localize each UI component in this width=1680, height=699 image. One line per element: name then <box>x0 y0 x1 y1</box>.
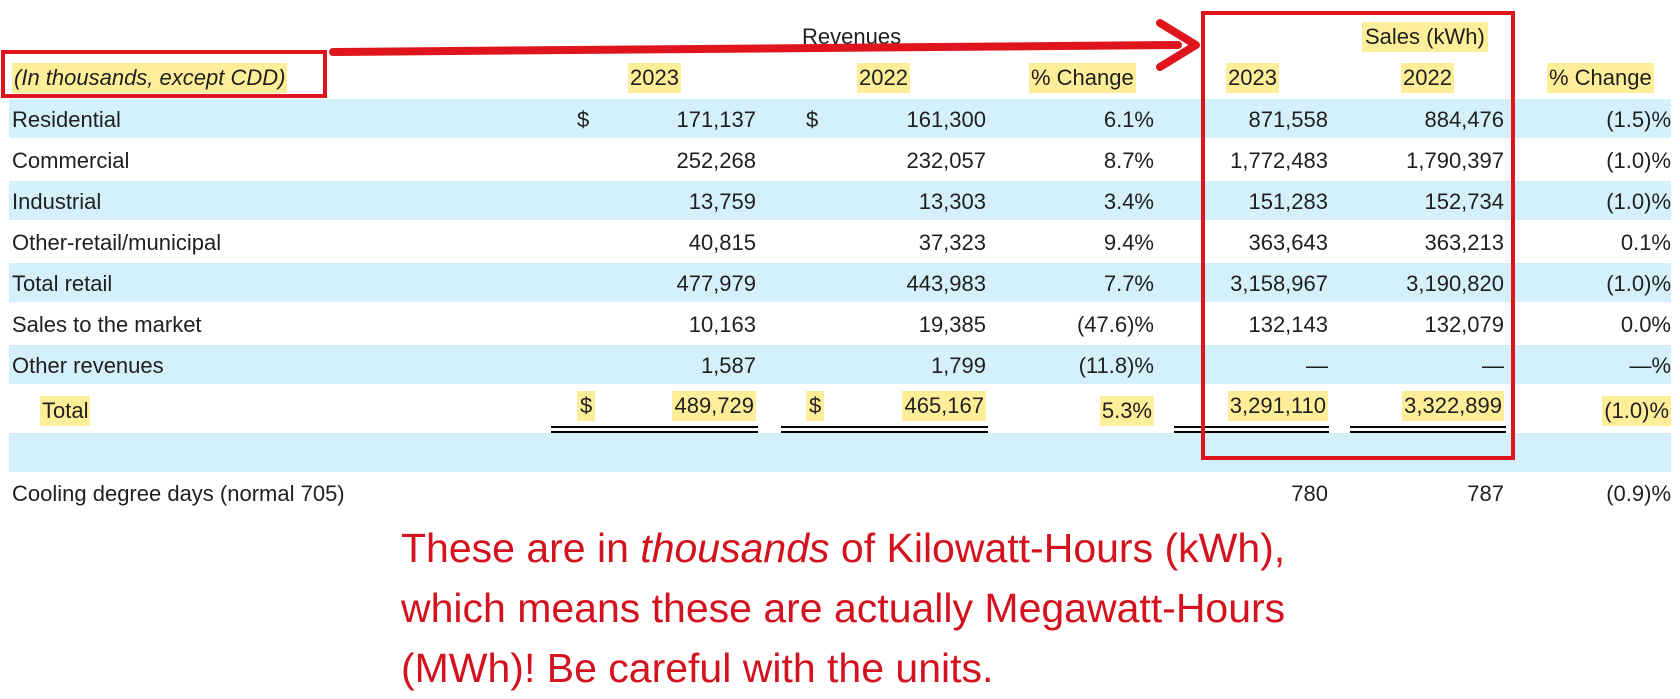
cdd-sales-2022: 787 <box>1467 481 1504 506</box>
rev-change-value: (11.8)% <box>1078 353 1154 378</box>
rev-2023-value: 171,137 <box>676 107 756 132</box>
rev-2023-dollar: $ <box>577 107 590 132</box>
row-band <box>9 345 1671 384</box>
sales-change-value: —% <box>1629 353 1671 378</box>
total-rev-2023: 489,729 <box>672 391 756 421</box>
annotation-line-1-a: These are in <box>401 525 641 571</box>
annotation-line-2: which means these are actually Megawatt-… <box>401 585 1286 631</box>
rev-2022-value: 443,983 <box>906 271 986 296</box>
total-rev-change: 5.3% <box>1099 396 1154 426</box>
total-rev-2022-dollar: $ <box>806 391 825 421</box>
row-band <box>9 181 1671 220</box>
rev-2023-value: 1,587 <box>700 353 756 378</box>
row-band <box>9 99 1671 138</box>
sales-2022-value: 132,079 <box>1424 312 1504 337</box>
total-rev-2023-dollar: $ <box>577 391 596 421</box>
sales-change-value: 0.1% <box>1620 230 1671 255</box>
sales-2023-value: 151,283 <box>1248 189 1328 214</box>
sales-2023-value: 1,772,483 <box>1230 148 1328 173</box>
rev-change-value: 6.1% <box>1103 107 1154 132</box>
cdd-label: Cooling degree days (normal 705) <box>12 481 345 506</box>
sales-2023-header: 2023 <box>1226 63 1279 93</box>
rev-2022-value: 1,799 <box>930 353 986 378</box>
sales-change-value: (1.0)% <box>1606 189 1671 214</box>
sales-2023-value: 3,158,967 <box>1230 271 1328 296</box>
annotation-line-3: (MWh)! Be careful with the units. <box>401 645 994 691</box>
sales-2023-value: 871,558 <box>1248 107 1328 132</box>
cdd-sales-2023: 780 <box>1291 481 1328 506</box>
rev-2022-value: 37,323 <box>918 230 986 255</box>
rev-2022-value: 232,057 <box>906 148 986 173</box>
rev-2023-header: 2023 <box>628 63 681 93</box>
total-label: Total <box>40 396 91 426</box>
row-label: Other-retail/municipal <box>12 230 222 255</box>
total-underline <box>781 426 988 433</box>
sales-change-header: % Change <box>1547 63 1654 93</box>
cdd-sales-change: (0.9)% <box>1606 481 1671 506</box>
sales-2022-header: 2022 <box>1401 63 1454 93</box>
row-label: Industrial <box>12 189 102 214</box>
rev-change-value: 7.7% <box>1103 271 1154 296</box>
total-rev-2022: 465,167 <box>902 391 986 421</box>
rev-change-value: (47.6)% <box>1076 312 1154 337</box>
rev-2022-value: 161,300 <box>906 107 986 132</box>
sales-change-value: (1.5)% <box>1606 107 1671 132</box>
rev-change-value: 8.7% <box>1103 148 1154 173</box>
annotation-line-1: These are in thousands of Kilowatt-Hours… <box>401 518 1285 578</box>
row-label: Sales to the market <box>12 312 202 337</box>
sales-2022-value: 884,476 <box>1424 107 1504 132</box>
rev-2023-value: 252,268 <box>676 148 756 173</box>
row-label: Other revenues <box>12 353 164 378</box>
rev-2022-dollar: $ <box>806 107 819 132</box>
sales-2023-value: 132,143 <box>1248 312 1328 337</box>
total-underline <box>1350 426 1506 433</box>
sales-change-value: (1.0)% <box>1606 271 1671 296</box>
rev-change-value: 9.4% <box>1103 230 1154 255</box>
sales-2023-value: 363,643 <box>1248 230 1328 255</box>
rev-2022-header: 2022 <box>857 63 910 93</box>
sales-heading: Sales (kWh) <box>1362 22 1488 52</box>
rev-change-header: % Change <box>1029 63 1136 93</box>
total-sales-2023: 3,291,110 <box>1227 391 1328 421</box>
rev-2022-value: 13,303 <box>918 189 986 214</box>
row-label: Total retail <box>12 271 113 296</box>
row-band <box>9 263 1671 302</box>
row-label: Residential <box>12 107 121 132</box>
row-label: Commercial <box>12 148 130 173</box>
sales-2022-value: 363,213 <box>1424 230 1504 255</box>
rev-2022-value: 19,385 <box>918 312 986 337</box>
row-band <box>9 433 1671 472</box>
sales-highlight-box <box>1201 11 1515 460</box>
sales-change-value: (1.0)% <box>1606 148 1671 173</box>
sales-change-value: 0.0% <box>1620 312 1671 337</box>
sales-2023-value: — <box>1306 353 1328 378</box>
units-highlight-box <box>1 50 327 98</box>
rev-2023-value: 13,759 <box>688 189 756 214</box>
sales-2022-value: 3,190,820 <box>1406 271 1504 296</box>
total-sales-change: (1.0)% <box>1602 396 1671 426</box>
annotation-line-1-b: of Kilowatt-Hours (kWh), <box>829 525 1286 571</box>
rev-2023-value: 10,163 <box>688 312 756 337</box>
annotation-emphasis: thousands <box>640 525 830 571</box>
total-sales-2022: 3,322,899 <box>1402 391 1504 421</box>
rev-2023-value: 40,815 <box>688 230 756 255</box>
sales-2022-value: — <box>1482 353 1504 378</box>
total-underline <box>551 426 758 433</box>
sales-2022-value: 152,734 <box>1424 189 1504 214</box>
units-note: (In thousands, except CDD) <box>12 63 288 93</box>
sales-2022-value: 1,790,397 <box>1406 148 1504 173</box>
total-underline <box>1174 426 1329 433</box>
rev-change-value: 3.4% <box>1103 189 1154 214</box>
rev-2023-value: 477,979 <box>676 271 756 296</box>
